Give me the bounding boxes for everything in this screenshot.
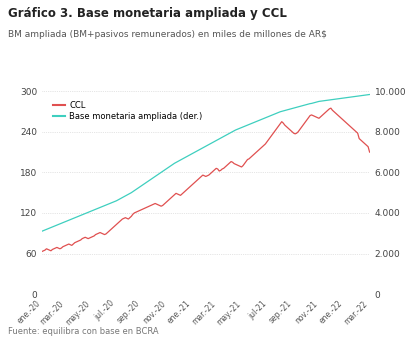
- Base monetaria ampliada (der.): [75, 215, 80, 219]
- Text: Fuente: equilibra con base en BCRA: Fuente: equilibra con base en BCRA: [8, 327, 159, 336]
- CCL: [202, 174, 207, 178]
- Base monetaria ampliada (der.): [367, 93, 372, 97]
- Base monetaria ampliada (der.): [147, 178, 152, 183]
- Base monetaria ampliada (der.): [133, 188, 138, 192]
- CCL: [39, 249, 45, 254]
- Base monetaria ampliada (der.): [39, 229, 45, 233]
- CCL: [227, 161, 232, 165]
- Text: BM ampliada (BM+pasivos remunerados) en miles de millones de AR$: BM ampliada (BM+pasivos remunerados) en …: [8, 30, 327, 40]
- Line: Base monetaria ampliada (der.): Base monetaria ampliada (der.): [42, 95, 370, 231]
- CCL: [252, 151, 257, 155]
- CCL: [367, 150, 372, 154]
- CCL: [133, 210, 138, 214]
- Legend: CCL, Base monetaria ampliada (der.): CCL, Base monetaria ampliada (der.): [50, 97, 206, 125]
- CCL: [328, 106, 333, 110]
- Base monetaria ampliada (der.): [202, 145, 207, 149]
- CCL: [147, 204, 152, 208]
- CCL: [75, 239, 80, 243]
- Base monetaria ampliada (der.): [227, 131, 232, 135]
- Line: CCL: CCL: [42, 108, 370, 251]
- Base monetaria ampliada (der.): [252, 120, 257, 124]
- Text: Gráfico 3. Base monetaria ampliada y CCL: Gráfico 3. Base monetaria ampliada y CCL: [8, 7, 287, 20]
